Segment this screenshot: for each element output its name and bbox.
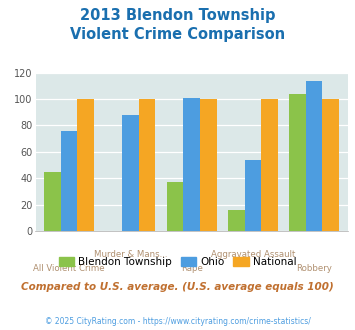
Bar: [200, 99, 217, 231]
Text: Aggravated Assault: Aggravated Assault: [211, 250, 295, 259]
Bar: [61, 131, 77, 231]
Legend: Blendon Township, Ohio, National: Blendon Township, Ohio, National: [55, 253, 300, 271]
Bar: [322, 99, 339, 231]
Bar: [228, 210, 245, 231]
Text: Murder & Mans...: Murder & Mans...: [94, 250, 167, 259]
Bar: [122, 115, 139, 231]
Bar: [289, 94, 306, 231]
Bar: [184, 98, 200, 231]
Text: All Violent Crime: All Violent Crime: [33, 264, 105, 273]
Bar: [44, 172, 61, 231]
Bar: [167, 182, 184, 231]
Bar: [306, 81, 322, 231]
Bar: [139, 99, 155, 231]
Bar: [77, 99, 94, 231]
Text: Rape: Rape: [181, 264, 203, 273]
Text: 2013 Blendon Township
Violent Crime Comparison: 2013 Blendon Township Violent Crime Comp…: [70, 8, 285, 42]
Text: Compared to U.S. average. (U.S. average equals 100): Compared to U.S. average. (U.S. average …: [21, 282, 334, 292]
Bar: [245, 160, 261, 231]
Bar: [261, 99, 278, 231]
Text: © 2025 CityRating.com - https://www.cityrating.com/crime-statistics/: © 2025 CityRating.com - https://www.city…: [45, 317, 310, 326]
Text: Robbery: Robbery: [296, 264, 332, 273]
